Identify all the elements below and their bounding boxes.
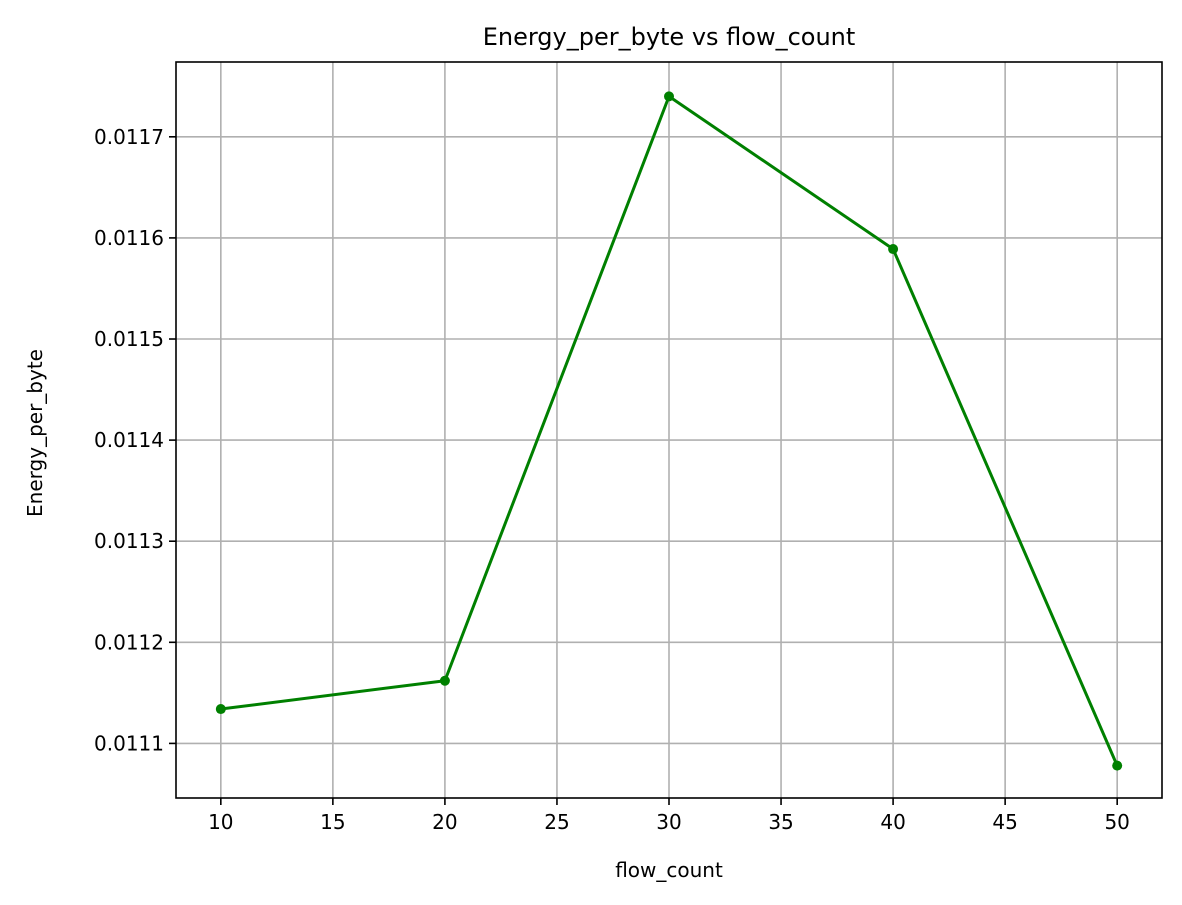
x-tick-label: 40 <box>880 810 905 834</box>
chart-title: Energy_per_byte vs flow_count <box>483 23 856 51</box>
x-tick-label: 35 <box>768 810 793 834</box>
y-tick-label: 0.0114 <box>94 428 164 452</box>
x-axis: 10 15 20 25 30 35 40 45 50 <box>208 798 1130 834</box>
series-layer <box>215 91 1123 771</box>
x-tick-label: 30 <box>656 810 681 834</box>
y-tick-label: 0.0113 <box>94 529 164 553</box>
data-point <box>1112 760 1123 771</box>
data-point <box>664 91 674 102</box>
data-point <box>215 704 226 715</box>
x-tick-label: 45 <box>992 810 1017 834</box>
y-tick-label: 0.0116 <box>94 226 164 250</box>
y-tick-label: 0.0115 <box>94 327 164 351</box>
x-axis-label: flow_count <box>615 858 723 882</box>
x-tick-label: 50 <box>1104 810 1129 834</box>
y-axis-label: Energy_per_byte <box>23 349 47 517</box>
data-point <box>439 675 450 686</box>
y-tick-label: 0.0112 <box>94 630 164 654</box>
y-axis: 0.0111 0.0112 0.0113 0.0114 0.0115 0.0116 0.01… <box>94 125 176 755</box>
y-tick-label: 0.0117 <box>94 125 164 149</box>
x-tick-label: 25 <box>544 810 569 834</box>
y-tick-label: 0.0111 <box>94 731 164 755</box>
grid <box>176 62 1162 798</box>
data-point <box>888 244 899 255</box>
x-tick-label: 10 <box>208 810 233 834</box>
x-tick-label: 15 <box>320 810 345 834</box>
x-tick-label: 20 <box>432 810 457 834</box>
